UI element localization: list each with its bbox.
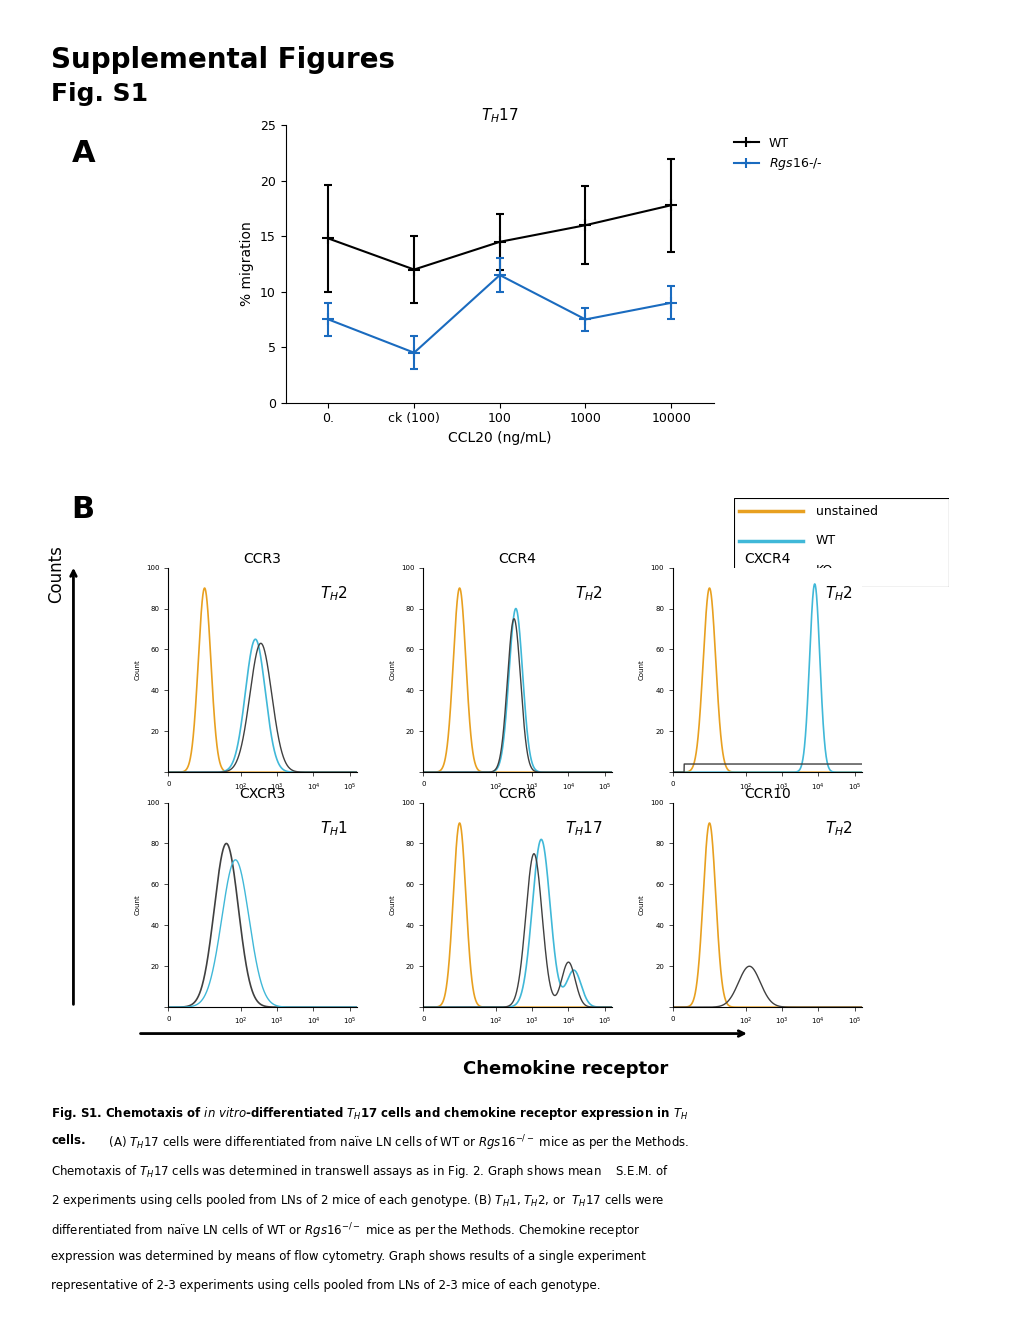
Legend: WT, $\it{Rgs16}$-/-: WT, $\it{Rgs16}$-/- <box>729 132 826 177</box>
Title: CCR4: CCR4 <box>498 553 536 566</box>
Text: A: A <box>71 139 95 168</box>
Text: $T_H2$: $T_H2$ <box>823 818 852 838</box>
Text: Chemotaxis of $T_H$17 cells was determined in transwell assays as in Fig. 2. Gra: Chemotaxis of $T_H$17 cells was determin… <box>51 1163 668 1180</box>
Title: $T_H17$: $T_H17$ <box>480 106 519 124</box>
Title: CXCR4: CXCR4 <box>744 553 790 566</box>
Text: cells.: cells. <box>51 1134 86 1147</box>
Y-axis label: Count: Count <box>639 660 644 680</box>
Title: CCR3: CCR3 <box>244 553 281 566</box>
Y-axis label: Count: Count <box>389 895 394 915</box>
Title: CCR6: CCR6 <box>498 788 536 801</box>
Text: $T_H2$: $T_H2$ <box>574 583 602 603</box>
Text: $T_H2$: $T_H2$ <box>823 583 852 603</box>
Text: Counts: Counts <box>47 545 65 603</box>
Text: Chemokine receptor: Chemokine receptor <box>463 1060 668 1078</box>
Text: Supplemental Figures: Supplemental Figures <box>51 46 394 74</box>
Text: differentiated from naïve LN cells of WT or $\it{Rgs16^{-/-}}$ mice as per the M: differentiated from naïve LN cells of WT… <box>51 1221 640 1241</box>
Text: representative of 2-3 experiments using cells pooled from LNs of 2-3 mice of eac: representative of 2-3 experiments using … <box>51 1279 600 1292</box>
Y-axis label: Count: Count <box>135 895 140 915</box>
Text: $T_H17$: $T_H17$ <box>565 818 602 838</box>
Text: WT: WT <box>815 535 836 548</box>
Text: Fig. S1: Fig. S1 <box>51 82 148 106</box>
Text: expression was determined by means of flow cytometry. Graph shows results of a s: expression was determined by means of fl… <box>51 1250 645 1263</box>
Text: $T_H1$: $T_H1$ <box>319 818 347 838</box>
Y-axis label: Count: Count <box>135 660 140 680</box>
Text: (A) $T_H$17 cells were differentiated from naïve LN cells of WT or $\it{Rgs16^{-: (A) $T_H$17 cells were differentiated fr… <box>105 1134 689 1154</box>
Text: Fig. S1. Chemotaxis of $\it{in\ vitro}$-differentiated $T_H$17 cells and chemoki: Fig. S1. Chemotaxis of $\it{in\ vitro}$-… <box>51 1105 688 1122</box>
Text: B: B <box>71 495 95 524</box>
Text: KO: KO <box>815 564 833 577</box>
Y-axis label: Count: Count <box>389 660 394 680</box>
Title: CCR10: CCR10 <box>744 788 790 801</box>
Title: CXCR3: CXCR3 <box>239 788 285 801</box>
Text: unstained: unstained <box>815 504 877 517</box>
X-axis label: CCL20 (ng/mL): CCL20 (ng/mL) <box>447 430 551 445</box>
Y-axis label: Count: Count <box>639 895 644 915</box>
Y-axis label: % migration: % migration <box>240 222 254 306</box>
Text: $T_H2$: $T_H2$ <box>319 583 347 603</box>
Text: 2 experiments using cells pooled from LNs of 2 mice of each genotype. (B) $T_H$1: 2 experiments using cells pooled from LN… <box>51 1192 663 1209</box>
